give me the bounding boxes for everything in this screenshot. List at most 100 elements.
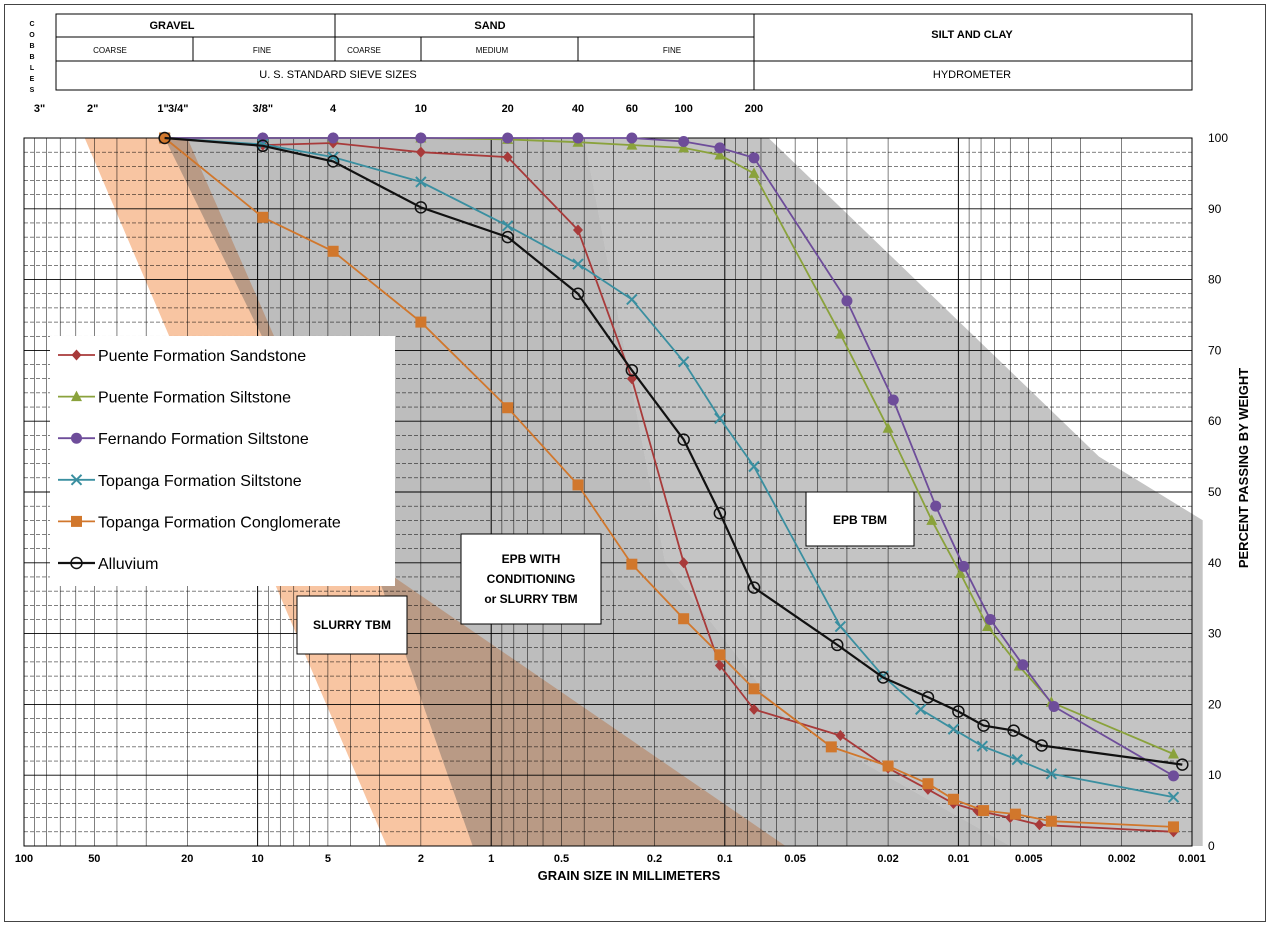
data-point xyxy=(882,760,894,772)
cobbles-letter: C xyxy=(29,21,34,28)
y-tick-label: 30 xyxy=(1208,627,1222,641)
data-point xyxy=(1017,659,1029,671)
data-point xyxy=(1045,768,1058,780)
data-point xyxy=(571,287,585,301)
zone-labels: SLURRY TBM EPB WITH CONDITIONING or SLURRY … xyxy=(296,491,915,655)
series-line xyxy=(164,137,1174,777)
data-point xyxy=(677,433,690,446)
x-tick-label: 100 xyxy=(15,853,33,865)
x-tick-label: 0.02 xyxy=(877,853,898,865)
cobbles-letter: B xyxy=(29,43,34,50)
x-tick-label: 2 xyxy=(418,853,424,865)
data-point xyxy=(921,691,935,704)
legend-label: Topanga Formation Conglomerate xyxy=(98,514,341,531)
data-point xyxy=(1035,739,1048,752)
data-point xyxy=(626,139,638,150)
data-point xyxy=(982,620,994,632)
data-point xyxy=(71,432,82,444)
data-point xyxy=(626,132,638,144)
data-point xyxy=(71,515,82,527)
series xyxy=(158,131,1189,771)
y-ticks: 0 10 20 30 40 50 60 70 80 90 100 xyxy=(1208,131,1228,853)
data-point xyxy=(626,558,638,570)
x-tick-label: 50 xyxy=(88,853,100,865)
data-point xyxy=(748,460,760,473)
series-line xyxy=(164,137,1174,798)
sieve-label: 40 xyxy=(572,103,584,115)
sieve-label: 200 xyxy=(745,103,763,115)
data-point xyxy=(748,152,760,164)
x-tick-label: 0.001 xyxy=(1178,853,1206,865)
data-point xyxy=(958,560,970,572)
data-point xyxy=(626,293,638,306)
data-point xyxy=(1168,747,1180,759)
data-point xyxy=(502,402,514,414)
legend-background xyxy=(50,336,395,586)
y-tick-label: 80 xyxy=(1208,273,1222,287)
epb-conditioning-label: or SLURRY TBM xyxy=(484,592,577,606)
data-point xyxy=(834,620,847,633)
data-point xyxy=(677,356,690,368)
data-point xyxy=(887,394,899,406)
sand-header: SAND xyxy=(474,20,505,32)
data-point xyxy=(415,146,426,158)
sieve-label: 1" xyxy=(157,103,168,115)
data-point xyxy=(1007,724,1020,737)
sieve-label: 3/8" xyxy=(253,103,274,115)
x-tick-label: 0.005 xyxy=(1015,853,1043,865)
data-point xyxy=(1168,770,1180,782)
legend-label: Topanga Formation Siltstone xyxy=(98,473,302,490)
sieve-label: 20 xyxy=(502,103,514,115)
data-point xyxy=(714,659,725,671)
data-point xyxy=(257,211,269,223)
gravel-fine-label: FINE xyxy=(253,46,271,55)
sand-coarse-label: COARSE xyxy=(347,46,381,55)
x-tick-label: 0.1 xyxy=(717,853,732,865)
epb-conditioning-box xyxy=(460,533,602,625)
data-point xyxy=(1045,815,1057,827)
data-point xyxy=(922,778,934,790)
gravel-coarse-label: COARSE xyxy=(93,46,127,55)
data-point xyxy=(947,723,960,735)
data-point xyxy=(876,671,890,684)
data-point xyxy=(926,514,938,525)
x-tick-label: 0.01 xyxy=(948,853,969,865)
sieve-label: 4 xyxy=(330,103,337,115)
y-tick-label: 20 xyxy=(1208,697,1222,711)
data-point xyxy=(976,740,989,752)
cobbles-letter: B xyxy=(29,54,34,61)
data-point xyxy=(502,151,513,163)
x-tick-label: 5 xyxy=(325,853,331,865)
cobbles-letter: L xyxy=(30,65,35,72)
y-tick-label: 100 xyxy=(1208,131,1228,145)
sieve-label: 2" xyxy=(87,103,98,115)
data-point xyxy=(625,363,639,377)
cobbles-letter: S xyxy=(30,87,35,94)
legend-label: Fernando Formation Siltstone xyxy=(98,431,309,448)
data-point xyxy=(572,479,584,491)
y-axis-title: PERCENT PASSING BY WEIGHT xyxy=(1236,368,1251,568)
data-point xyxy=(914,703,927,716)
sieve-label: 10 xyxy=(415,103,427,115)
data-point xyxy=(572,132,584,144)
epb-conditioning-label: EPB WITH xyxy=(502,552,561,566)
x-tick-label: 0.05 xyxy=(784,853,805,865)
figure-frame xyxy=(4,4,1266,922)
grid xyxy=(23,137,1193,847)
legend-label: Puente Formation Siltstone xyxy=(98,390,291,407)
sieve-label: 60 xyxy=(626,103,638,115)
data-point xyxy=(714,142,726,154)
slurry-tbm-label: SLURRY TBM xyxy=(313,618,391,632)
sieve-label: 3" xyxy=(34,103,45,115)
data-point xyxy=(414,201,428,214)
data-point xyxy=(572,258,584,270)
epb-tbm-box xyxy=(805,491,915,547)
sieve-label: 3/4" xyxy=(168,103,189,115)
data-point xyxy=(415,316,427,328)
data-point xyxy=(678,557,689,569)
sand-medium-label: MEDIUM xyxy=(476,46,509,55)
data-point xyxy=(415,176,427,188)
data-point xyxy=(1176,758,1189,771)
gravel-header: GRAVEL xyxy=(149,20,194,32)
